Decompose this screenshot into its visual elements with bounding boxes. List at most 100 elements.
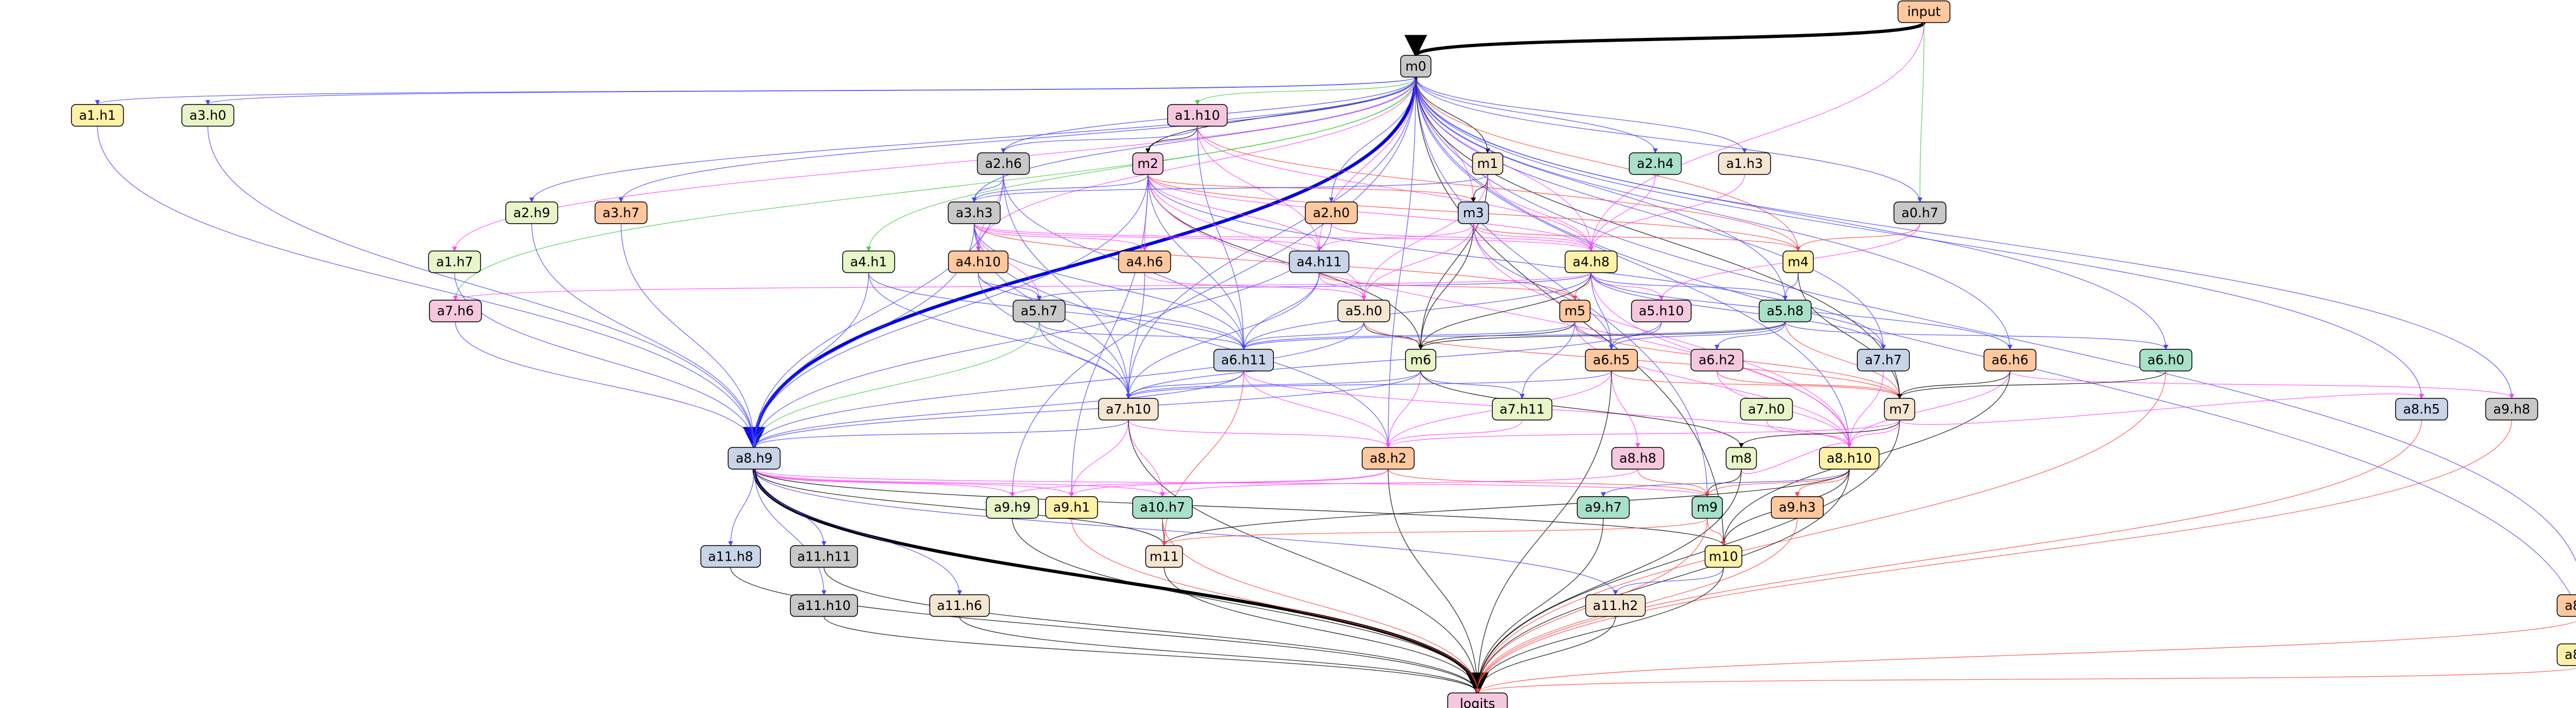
node-a11.h6: a11.h6 xyxy=(929,594,990,617)
node-a11.h11-box xyxy=(790,545,858,568)
edge-m4-to-m7 xyxy=(1798,272,1902,399)
edge-a8.h5-to-logits xyxy=(1475,420,2422,694)
edge-m0-to-a2.h4 xyxy=(1415,77,1658,154)
edge-a4.h8-to-a6.h5 xyxy=(1590,272,1614,350)
edge-a8.h8-to-a10.h7 xyxy=(1160,469,1638,497)
edge-m1-to-a5.h0 xyxy=(1361,174,1488,301)
edge-a5.h8-to-a6.h11 xyxy=(1241,321,1786,350)
node-a8.h9-box xyxy=(727,447,781,470)
node-m8-box xyxy=(1726,447,1757,470)
edge-input-to-a4.h8 xyxy=(1589,22,1924,252)
node-a9.h7: a9.h7 xyxy=(1577,496,1630,519)
edge-m4-to-a5.h8 xyxy=(1783,272,1799,301)
edge-m6-to-a8.h9 xyxy=(751,371,1421,448)
node-a7.h6-label: a7.h6 xyxy=(437,303,474,319)
edge-m10-to-logits xyxy=(1475,567,1724,694)
node-a1.h7: a1.h7 xyxy=(428,250,482,274)
node-a1.h3: a1.h3 xyxy=(1718,152,1771,175)
edge-input-to-m0 xyxy=(1404,21,1926,58)
node-a6.h6-label: a6.h6 xyxy=(1992,353,2028,368)
node-m11-label: m11 xyxy=(1149,549,1179,564)
node-a8.h8: a8.h8 xyxy=(1611,447,1664,470)
node-a3.h7-label: a3.h7 xyxy=(603,205,640,220)
node-m3: m3 xyxy=(1458,202,1489,224)
edge-a4.h8-to-a5.h8 xyxy=(1590,272,1788,301)
node-a8.h10-box xyxy=(1819,447,1880,470)
node-a4.h10-label: a4.h10 xyxy=(955,254,1000,269)
node-a2.h6: a2.h6 xyxy=(977,152,1030,175)
edge-a11.h6-to-logits xyxy=(959,616,1480,694)
node-a4.h1-label: a4.h1 xyxy=(850,254,887,269)
edge-a6.h0-to-m7 xyxy=(1897,371,2167,399)
edge-m0-to-a4.h10 xyxy=(975,77,1416,252)
node-a3.h3-label: a3.h3 xyxy=(956,205,993,220)
node-m6: m6 xyxy=(1405,348,1436,372)
node-a5.h8: a5.h8 xyxy=(1759,300,1812,322)
node-m5: m5 xyxy=(1559,300,1591,322)
edge-a8.h1-to-logits xyxy=(1475,668,2576,694)
node-a6.h2: a6.h2 xyxy=(1690,348,1744,372)
edge-a5.h8-to-a6.h5 xyxy=(1609,321,1786,350)
node-m10-label: m10 xyxy=(1709,549,1738,564)
node-m4-label: m4 xyxy=(1787,254,1809,269)
node-a11.h2: a11.h2 xyxy=(1585,594,1646,617)
edge-a3.h3-to-a6.h11 xyxy=(973,223,1246,350)
node-m0-box xyxy=(1400,55,1432,78)
edge-a8.h2-to-a9.h9 xyxy=(1010,469,1389,497)
edge-a4.h8-to-a5.h10 xyxy=(1590,272,1664,301)
node-a4.h11-label: a4.h11 xyxy=(1297,254,1342,269)
edge-a3.h3-to-a4.h11 xyxy=(973,223,1322,252)
node-a3.h3-box xyxy=(947,202,1001,224)
edge-m2-to-a6.h11 xyxy=(1147,174,1246,350)
node-a6.h0: a6.h0 xyxy=(2139,348,2193,372)
edge-a1.h1-to-a8.h9 xyxy=(97,126,757,448)
node-a5.h8-box xyxy=(1759,300,1812,322)
node-a9.h9-label: a9.h9 xyxy=(994,500,1031,515)
node-a3.h0-label: a3.h0 xyxy=(190,108,226,123)
edge-a1.h10-to-a6.h11 xyxy=(1197,126,1246,350)
edge-a4.h6-to-a5.h0 xyxy=(1144,272,1367,301)
node-m8: m8 xyxy=(1726,447,1757,470)
edge-a6.h5-to-m7 xyxy=(1611,371,1902,399)
node-a7.h10-label: a7.h10 xyxy=(1106,401,1151,417)
node-a5.h0-label: a5.h0 xyxy=(1345,303,1382,319)
edge-m8-to-logits xyxy=(1475,469,1742,694)
edge-a8.h9-to-a11.h6 xyxy=(753,469,962,595)
edge-a4.h8-to-m5 xyxy=(1572,272,1592,301)
node-a0.h7: a0.h7 xyxy=(1893,202,1947,224)
node-a11.h10: a11.h10 xyxy=(790,594,858,617)
edge-m9-to-m11 xyxy=(1161,518,1708,547)
edge-m7-to-logits xyxy=(1475,420,1900,694)
edge-a6.h0-to-logits xyxy=(1475,371,2167,694)
node-m6-label: m6 xyxy=(1410,353,1432,368)
node-m6-box xyxy=(1405,348,1436,372)
node-a9.h3: a9.h3 xyxy=(1771,496,1824,519)
node-a3.h3: a3.h3 xyxy=(947,202,1001,224)
edge-a6.h6-to-m7 xyxy=(1897,371,2011,399)
node-a4.h11: a4.h11 xyxy=(1289,250,1350,274)
node-a7.h7-label: a7.h7 xyxy=(1865,353,1902,368)
node-a2.h6-box xyxy=(977,152,1030,175)
node-m10: m10 xyxy=(1705,545,1742,568)
node-a9.h7-label: a9.h7 xyxy=(1585,500,1622,515)
node-a9.h7-box xyxy=(1577,496,1630,519)
node-a7.h0-label: a7.h0 xyxy=(1748,401,1785,417)
edge-m0-to-a3.h0 xyxy=(205,76,1416,105)
node-a11.h8-box xyxy=(700,545,761,568)
edge-a6.h2-to-m7 xyxy=(1716,371,1902,399)
edge-a5.h8-to-m7 xyxy=(1785,322,1902,399)
edge-a4.h8-to-a6.h11 xyxy=(1241,272,1592,350)
edge-a8.h2-to-a9.h1 xyxy=(1069,469,1389,497)
edge-a3.h3-to-a4.h8 xyxy=(973,223,1593,252)
edge-a5.h10-to-a6.h5 xyxy=(1609,322,1662,350)
node-a6.h0-box xyxy=(2139,348,2193,372)
node-a11.h2-label: a11.h2 xyxy=(1593,598,1638,613)
edge-a7.h6-to-a8.h9 xyxy=(455,322,757,448)
edge-layer xyxy=(95,21,2576,696)
edge-a4.h11-to-a7.h10 xyxy=(1126,272,1320,399)
edge-m3-to-a8.h10 xyxy=(1473,223,1852,448)
edge-a2.h6-to-a8.h9 xyxy=(751,174,1004,448)
node-logits-box xyxy=(1447,692,1508,708)
node-a4.h8-label: a4.h8 xyxy=(1573,254,1610,269)
node-a8.h9: a8.h9 xyxy=(727,447,781,470)
